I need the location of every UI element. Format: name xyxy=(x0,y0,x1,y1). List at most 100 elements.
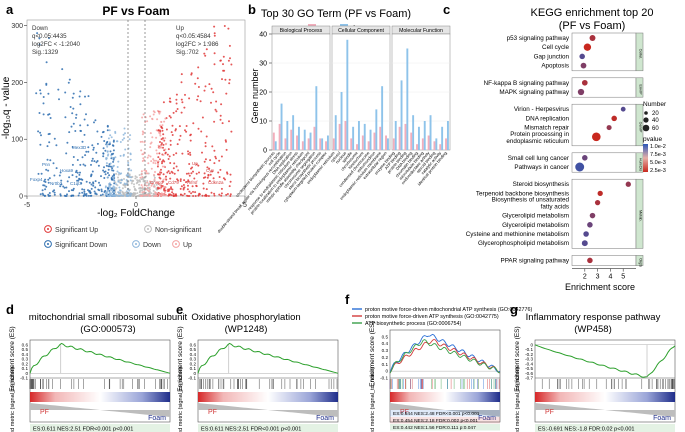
volcano-point xyxy=(146,181,149,184)
volcano-point xyxy=(119,192,122,195)
volcano-point xyxy=(159,170,162,173)
volcano-point xyxy=(42,102,45,105)
gsea-ytick-label: 0.2 xyxy=(190,361,197,366)
gsea-foam-label: Foam xyxy=(316,415,334,422)
volcano-point xyxy=(204,145,207,148)
volcano-point xyxy=(80,182,83,185)
color-legend-label: 7.5e-3 xyxy=(650,152,666,158)
volcano-point xyxy=(195,172,198,175)
volcano-point xyxy=(141,186,144,189)
go-ytick-label: 10 xyxy=(259,119,267,126)
gsea-es-curve xyxy=(389,339,501,374)
volcano-point xyxy=(111,144,114,147)
volcano-point xyxy=(109,188,112,191)
kegg-group-strip xyxy=(635,103,644,147)
down-box-line: Sig.:1329 xyxy=(32,49,59,56)
volcano-point xyxy=(153,185,156,188)
volcano-point xyxy=(139,140,142,143)
kegg-term-label: Mismatch repair xyxy=(524,125,569,132)
gsea-ytick-label: 0.4 xyxy=(382,341,389,346)
volcano-point xyxy=(228,185,231,188)
kegg-term-label: Protein processing in xyxy=(510,131,569,138)
kegg-term-label: endoplasmic reticulum xyxy=(506,138,569,145)
volcano-point xyxy=(64,91,67,94)
volcano-point xyxy=(210,191,213,194)
volcano-point xyxy=(157,192,160,195)
legend-sig-up: Significant Up xyxy=(55,227,98,234)
volcano-point xyxy=(167,148,170,151)
volcano-point xyxy=(134,192,137,195)
volcano-point xyxy=(40,172,43,175)
go-title: Top 30 GO Term (PF vs Foam) xyxy=(261,8,411,20)
volcano-point xyxy=(147,187,149,190)
legend-non-sig-marker xyxy=(144,225,152,233)
volcano-point xyxy=(112,185,115,188)
kegg-group-label: GenIP xyxy=(639,122,643,133)
volcano-point xyxy=(150,184,153,187)
volcano-point xyxy=(133,183,135,186)
volcano-point xyxy=(180,73,183,76)
gsea-d-subtitle: (GO:000573) xyxy=(80,324,135,335)
volcano-point xyxy=(201,194,204,197)
gsea-e-title: Oxidative phosphorylation xyxy=(191,312,300,323)
size-legend-20 xyxy=(644,111,648,115)
volcano-point xyxy=(42,194,45,196)
volcano-point xyxy=(171,134,174,136)
volcano-point xyxy=(161,160,164,163)
volcano-point xyxy=(187,184,189,187)
kegg-dot xyxy=(611,115,617,122)
volcano-point xyxy=(161,165,164,168)
kegg-term-label: Virion - Herpesvirus xyxy=(514,106,569,113)
gsea-ytick-label: -0.4 xyxy=(525,361,533,366)
volcano-point xyxy=(169,139,172,142)
volcano-point xyxy=(156,109,159,112)
volcano-point xyxy=(125,179,128,181)
gsea-panel-e: e Oxidative phosphorylation (WP1248) xyxy=(176,302,301,335)
gsea-rank-gradient xyxy=(30,392,170,402)
go-ytick-label: 40 xyxy=(259,32,267,39)
volcano-point xyxy=(79,103,82,106)
volcano-point xyxy=(129,176,132,179)
volcano-point xyxy=(161,194,164,197)
volcano-point xyxy=(121,138,124,141)
volcano-point xyxy=(187,153,190,155)
gsea-panel-g: g Inflammatory response pathway (WP458) xyxy=(510,302,661,335)
volcano-point xyxy=(87,146,90,149)
volcano-point xyxy=(194,191,197,194)
legend-non-sig: Non-significant xyxy=(155,227,201,234)
pvalue-colorbar xyxy=(643,144,648,172)
volcano-point xyxy=(39,92,42,95)
kegg-group-label: Cellul. xyxy=(639,49,643,60)
volcano-point xyxy=(153,176,156,179)
volcano-point xyxy=(163,185,166,188)
kegg-panel: c KEGG enrichment top 20 (PF vs Foam) Ce… xyxy=(443,2,667,292)
volcano-point xyxy=(162,139,165,141)
volcano-point xyxy=(152,110,155,113)
volcano-point xyxy=(55,167,58,170)
volcano-point xyxy=(106,190,109,193)
go-bar-down xyxy=(274,141,277,150)
volcano-point xyxy=(162,101,165,104)
volcano-point xyxy=(48,141,51,144)
volcano-point xyxy=(127,194,129,197)
volcano-point xyxy=(76,159,79,161)
volcano-point xyxy=(217,171,220,174)
volcano-point xyxy=(48,37,50,40)
volcano-point xyxy=(81,191,84,194)
volcano-point xyxy=(182,184,185,186)
volcano-point xyxy=(222,63,224,66)
volcano-point xyxy=(84,95,86,98)
volcano-point xyxy=(128,189,131,192)
volcano-point xyxy=(38,43,41,46)
volcano-point xyxy=(204,158,207,161)
volcano-point xyxy=(146,120,149,123)
volcano-point xyxy=(215,100,218,103)
volcano-point xyxy=(83,190,86,193)
go-bar-up xyxy=(272,132,275,150)
volcano-point xyxy=(80,178,83,181)
f-legend-1: proton motive force-driven mitochondrial… xyxy=(365,307,532,313)
go-bar-down xyxy=(303,129,306,150)
volcano-point xyxy=(164,148,167,151)
volcano-point xyxy=(104,149,107,152)
up-box-line: Up xyxy=(176,25,184,32)
